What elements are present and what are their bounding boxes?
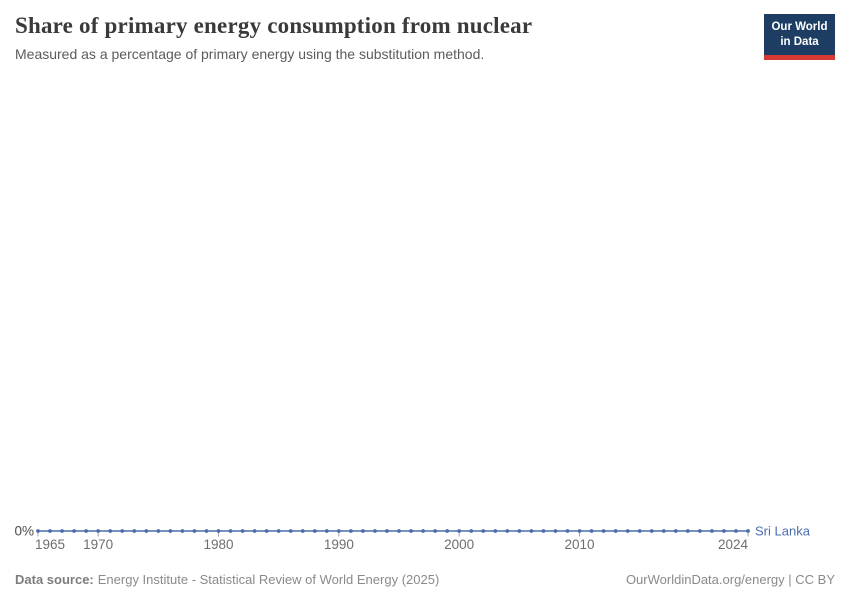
data-point bbox=[746, 529, 750, 533]
data-point bbox=[625, 529, 630, 533]
data-point bbox=[505, 529, 510, 533]
data-point bbox=[72, 529, 77, 533]
x-tick-label: 1980 bbox=[203, 537, 233, 552]
owid-logo-line1: Our World bbox=[771, 21, 828, 33]
data-point bbox=[108, 529, 113, 533]
data-point bbox=[517, 529, 522, 533]
data-point bbox=[228, 529, 233, 533]
data-point bbox=[553, 529, 558, 533]
data-point bbox=[722, 529, 726, 533]
data-point bbox=[300, 529, 305, 533]
data-point bbox=[421, 529, 425, 533]
data-point bbox=[240, 529, 245, 533]
data-point bbox=[613, 529, 618, 533]
data-point bbox=[276, 529, 281, 533]
data-point bbox=[637, 529, 642, 533]
data-point bbox=[132, 529, 137, 533]
data-point bbox=[481, 529, 486, 533]
license-note: OurWorldinData.org/energy | CC BY bbox=[625, 572, 835, 587]
x-tick-label: 1970 bbox=[83, 537, 113, 552]
data-point bbox=[697, 529, 702, 533]
x-tick-label: 1990 bbox=[324, 537, 354, 552]
owid-logo[interactable]: Our World in Data bbox=[764, 14, 835, 60]
data-point bbox=[685, 529, 690, 533]
data-point bbox=[288, 529, 293, 533]
data-point bbox=[336, 529, 341, 533]
data-point bbox=[709, 529, 714, 533]
y-axis-zero-label: 0% bbox=[14, 524, 34, 539]
data-point bbox=[361, 529, 365, 533]
data-point bbox=[324, 529, 329, 533]
x-tick-label: 2010 bbox=[565, 537, 595, 552]
data-point bbox=[493, 529, 498, 533]
data-point bbox=[192, 529, 197, 533]
chart-header: Share of primary energy consumption from… bbox=[15, 13, 740, 62]
data-point bbox=[589, 529, 594, 533]
data-point bbox=[577, 529, 582, 533]
data-source-text: Energy Institute - Statistical Review of… bbox=[97, 572, 440, 587]
x-tick-label: 2024 bbox=[718, 537, 749, 552]
data-point bbox=[673, 529, 678, 533]
data-point bbox=[84, 529, 89, 533]
data-point bbox=[433, 529, 438, 533]
data-point bbox=[168, 529, 173, 533]
data-point bbox=[264, 529, 269, 533]
x-tick-label: 2000 bbox=[444, 537, 474, 552]
data-point bbox=[48, 529, 52, 533]
data-point bbox=[144, 529, 149, 533]
data-point bbox=[156, 529, 161, 533]
data-point bbox=[457, 529, 462, 533]
data-point bbox=[312, 529, 317, 533]
data-point bbox=[204, 529, 209, 533]
data-point bbox=[385, 529, 389, 533]
data-point bbox=[397, 529, 401, 533]
data-point bbox=[348, 529, 353, 533]
data-point bbox=[541, 529, 546, 533]
data-point bbox=[661, 529, 666, 533]
entity-label: Sri Lanka bbox=[755, 524, 811, 539]
data-point bbox=[60, 529, 64, 533]
data-point bbox=[469, 529, 474, 533]
data-point bbox=[649, 529, 654, 533]
data-source-note: Data source: Energy Institute - Statistic… bbox=[15, 572, 439, 587]
chart-footer: Data source: Energy Institute - Statistic… bbox=[15, 572, 835, 587]
data-point bbox=[445, 529, 450, 533]
data-point bbox=[601, 529, 606, 533]
chart-title: Share of primary energy consumption from… bbox=[15, 13, 533, 38]
data-point bbox=[565, 529, 570, 533]
data-point bbox=[252, 529, 257, 533]
data-point bbox=[529, 529, 534, 533]
data-point bbox=[96, 529, 101, 533]
data-source-label: Data source: bbox=[15, 572, 94, 587]
data-point bbox=[216, 529, 221, 533]
data-point bbox=[120, 529, 125, 533]
data-point bbox=[180, 529, 185, 533]
chart-subtitle: Measured as a percentage of primary ener… bbox=[15, 46, 485, 62]
data-point bbox=[373, 529, 377, 533]
data-point bbox=[409, 529, 413, 533]
owid-logo-line2: in Data bbox=[780, 35, 819, 48]
x-tick-label: 1965 bbox=[35, 537, 65, 552]
data-point bbox=[734, 529, 738, 533]
data-point bbox=[36, 529, 40, 533]
